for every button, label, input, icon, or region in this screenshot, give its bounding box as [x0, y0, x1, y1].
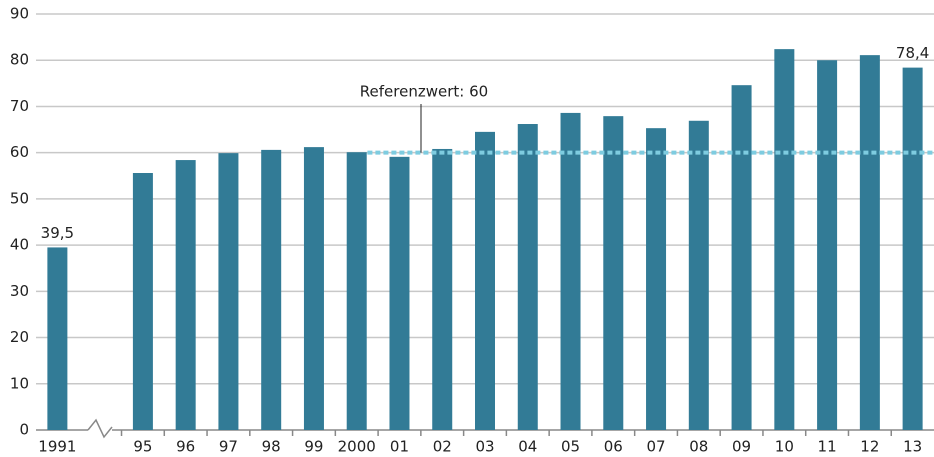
- bar: [902, 67, 923, 431]
- x-tick-label: 03: [475, 438, 494, 456]
- y-tick-label: 30: [10, 282, 29, 300]
- y-tick-label: 70: [10, 97, 29, 115]
- bar: [175, 160, 196, 430]
- x-tick-label: 09: [732, 438, 751, 456]
- x-tick-label: 08: [689, 438, 708, 456]
- x-tick-label: 05: [561, 438, 580, 456]
- bar: [389, 156, 410, 430]
- y-tick-label: 20: [10, 328, 29, 346]
- x-tick-label: 07: [647, 438, 666, 456]
- x-tick-label: 10: [775, 438, 794, 456]
- bar: [646, 128, 667, 430]
- axis-break: [87, 418, 113, 439]
- x-tick-label: 2000: [338, 438, 376, 456]
- x-tick-label: 95: [133, 438, 152, 456]
- value-label: 39,5: [41, 224, 74, 242]
- bar: [560, 112, 581, 430]
- x-tick-label: 97: [219, 438, 238, 456]
- x-tick-label: 04: [518, 438, 537, 456]
- x-tick-label: 06: [604, 438, 623, 456]
- bar: [817, 60, 838, 430]
- bar: [346, 152, 367, 430]
- x-tick-label: 11: [818, 438, 837, 456]
- bar: [688, 120, 709, 431]
- x-tick-label: 1991: [38, 438, 76, 456]
- bar: [859, 55, 880, 430]
- y-tick-label: 60: [10, 143, 29, 161]
- x-tick-label: 12: [860, 438, 879, 456]
- bar: [432, 148, 453, 431]
- bar: [261, 149, 282, 431]
- x-tick-label: 13: [903, 438, 922, 456]
- y-tick-label: 90: [10, 5, 29, 23]
- bar: [517, 124, 538, 431]
- bar: [303, 147, 324, 430]
- bar: [603, 116, 624, 430]
- bar: [475, 131, 495, 430]
- value-label: 78,4: [896, 44, 929, 62]
- bar: [218, 153, 239, 430]
- bar: [132, 173, 153, 430]
- y-tick-label: 50: [10, 189, 29, 207]
- x-tick-label: 96: [176, 438, 195, 456]
- x-tick-label: 98: [262, 438, 281, 456]
- x-tick-label: 02: [433, 438, 452, 456]
- y-tick-label: 10: [10, 374, 29, 392]
- y-tick-label: 0: [19, 421, 29, 439]
- y-tick-label: 40: [10, 236, 29, 254]
- x-tick-label: 01: [390, 438, 409, 456]
- bar: [731, 85, 752, 430]
- x-tick-label: 99: [304, 438, 323, 456]
- bar: [47, 247, 68, 430]
- bar: [774, 49, 795, 431]
- reference-label: Referenzwert: 60: [360, 83, 488, 101]
- y-tick-label: 80: [10, 51, 29, 69]
